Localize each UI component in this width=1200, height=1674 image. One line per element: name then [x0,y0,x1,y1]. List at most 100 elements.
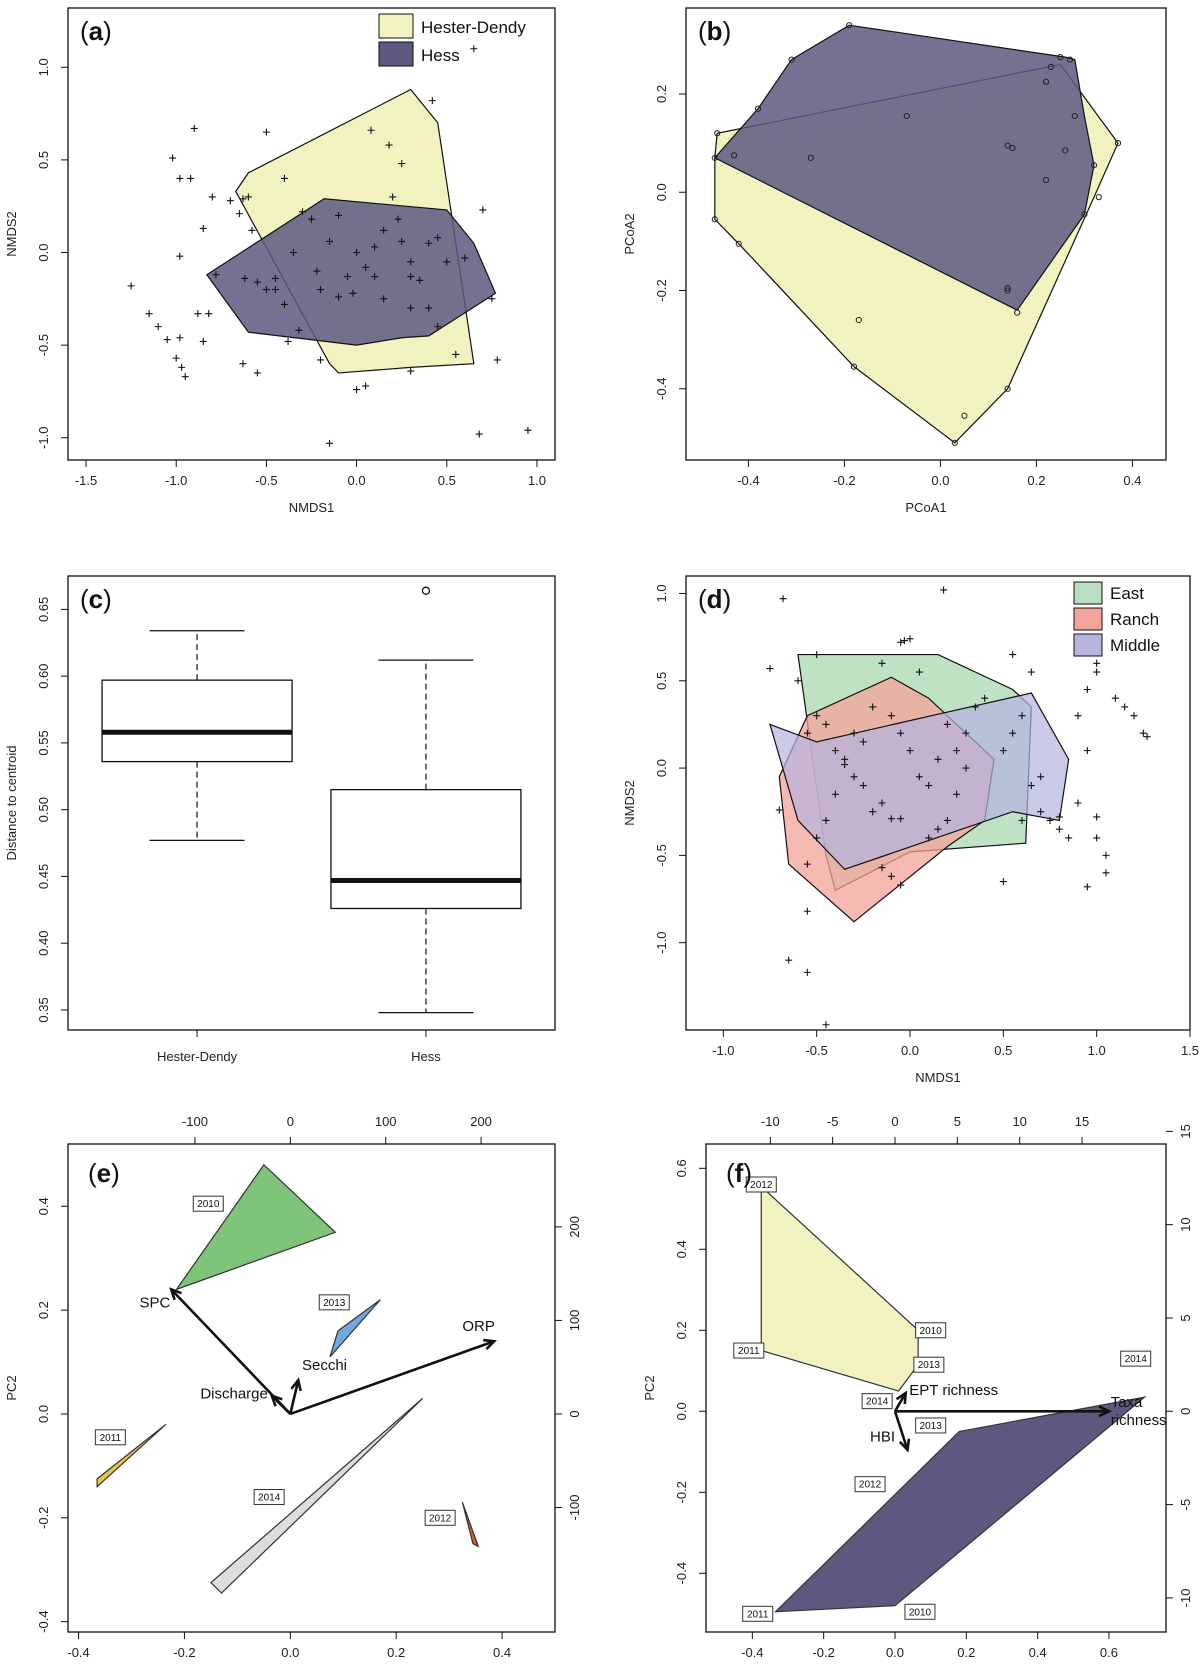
x-top-tick-label: 0 [287,1114,294,1129]
legend-entry: East [1110,584,1144,603]
data-point [298,208,306,216]
data-point [1042,176,1050,184]
x-tick-label: 1.0 [1088,1043,1106,1058]
data-point [295,326,303,334]
y-right-tick-label: 0 [1178,1408,1193,1415]
data-point [1047,63,1054,71]
data-point [850,729,858,737]
legend-swatch [1073,607,1103,631]
data-point [1037,808,1045,816]
y-tick-label: 0.55 [36,730,51,755]
x-tick-label: -1.5 [75,473,97,488]
x-tick-label: 0.0 [901,1043,919,1058]
data-point [1093,668,1101,676]
year-label-box [742,1605,774,1622]
x-tick-label: -0.4 [741,1645,763,1660]
data-point [389,193,397,201]
data-point [394,215,402,223]
vector-arrowhead [483,1338,497,1351]
year-label-box [253,1489,285,1506]
data-point [869,703,877,711]
data-point [371,273,379,281]
data-point [1130,712,1138,720]
data-point [362,382,370,390]
data-point [999,878,1007,886]
legend-entry: Middle [1110,636,1160,655]
data-point [443,258,451,266]
data-point [1062,147,1069,154]
data-point [353,249,361,257]
data-point [407,304,415,312]
x-tick-label: -0.2 [833,473,855,488]
year-label: 2014 [1125,1354,1148,1365]
year-label: 2011 [738,1346,760,1357]
legend-swatch [378,41,414,67]
x-top-tick-label: 0 [891,1114,898,1129]
data-point [271,286,279,294]
data-point [859,738,867,746]
x-top-tick-label: 5 [954,1114,961,1129]
data-point [479,206,487,214]
data-point [199,337,207,345]
x-tick-label: 0.0 [931,473,949,488]
year-label-box [745,1176,777,1193]
vector-arrowhead [898,1438,911,1453]
panel-label-part: e [97,1158,111,1188]
panel-c: Hester-Dendy Hess 0.35 0.40 0.45 0.50 0.55 0.60… [4,575,556,1064]
data-point [915,668,923,676]
data-point [344,273,352,281]
panel-label-part: ) [723,584,732,614]
panel-label-part: c [89,584,103,614]
year-label-box [915,1322,947,1339]
x-top-tick-label: 200 [470,1114,492,1129]
y-right-tick-label: 100 [567,1310,582,1332]
data-point [1074,712,1082,720]
year-label-box [733,1342,765,1359]
y-right-tick-label: 5 [1178,1314,1193,1321]
data-point [1018,816,1026,824]
data-point [887,712,895,720]
data-point [398,160,406,168]
data-point [1009,729,1017,737]
data-point [335,293,343,301]
data-point [775,806,783,814]
data-point [1111,694,1119,702]
data-point [1027,782,1035,790]
panel-d: -1.0 -0.5 0.0 0.5 1.0 1.5 -1.0 -0.5 0.0 0.5 1.0 NMD… [622,575,1199,1085]
vector-arrowhead [169,1287,182,1301]
year-label: 2012 [750,1180,773,1191]
data-point [226,197,234,205]
year-label-box [861,1393,893,1410]
y-axis-label: Distance to centroid [4,746,19,861]
data-point [953,747,961,755]
box-outlier [421,586,431,595]
data-point [493,356,501,364]
y-tick-label: -0.5 [654,844,669,866]
data-point [349,289,357,297]
data-point [181,373,189,381]
vector-label: ORP [462,1318,495,1335]
y-right-tick-label: -5 [1178,1499,1193,1511]
data-point [943,720,951,728]
data-point [1066,56,1074,63]
vector-arrowhead [290,1377,302,1392]
data-point [1065,834,1073,842]
y-tick-label: 0.2 [654,85,669,103]
data-point [1004,287,1011,294]
x-top-tick-label: -100 [182,1114,208,1129]
data-point [452,350,460,358]
vector-label: HBI [870,1429,895,1446]
vector-label: Secchi [302,1357,347,1374]
data-point [855,316,862,324]
data-point [831,790,839,798]
data-point [235,210,243,218]
x-top-tick-label: 15 [1075,1114,1089,1129]
data-point [1093,813,1101,821]
year-label-box [318,1294,350,1311]
data-point [367,126,375,134]
data-point [470,45,478,53]
panel-label: (c) [80,584,112,614]
x-tick-label: -1.0 [712,1043,734,1058]
panel-label-part: ( [88,1158,97,1188]
data-point [262,286,270,294]
